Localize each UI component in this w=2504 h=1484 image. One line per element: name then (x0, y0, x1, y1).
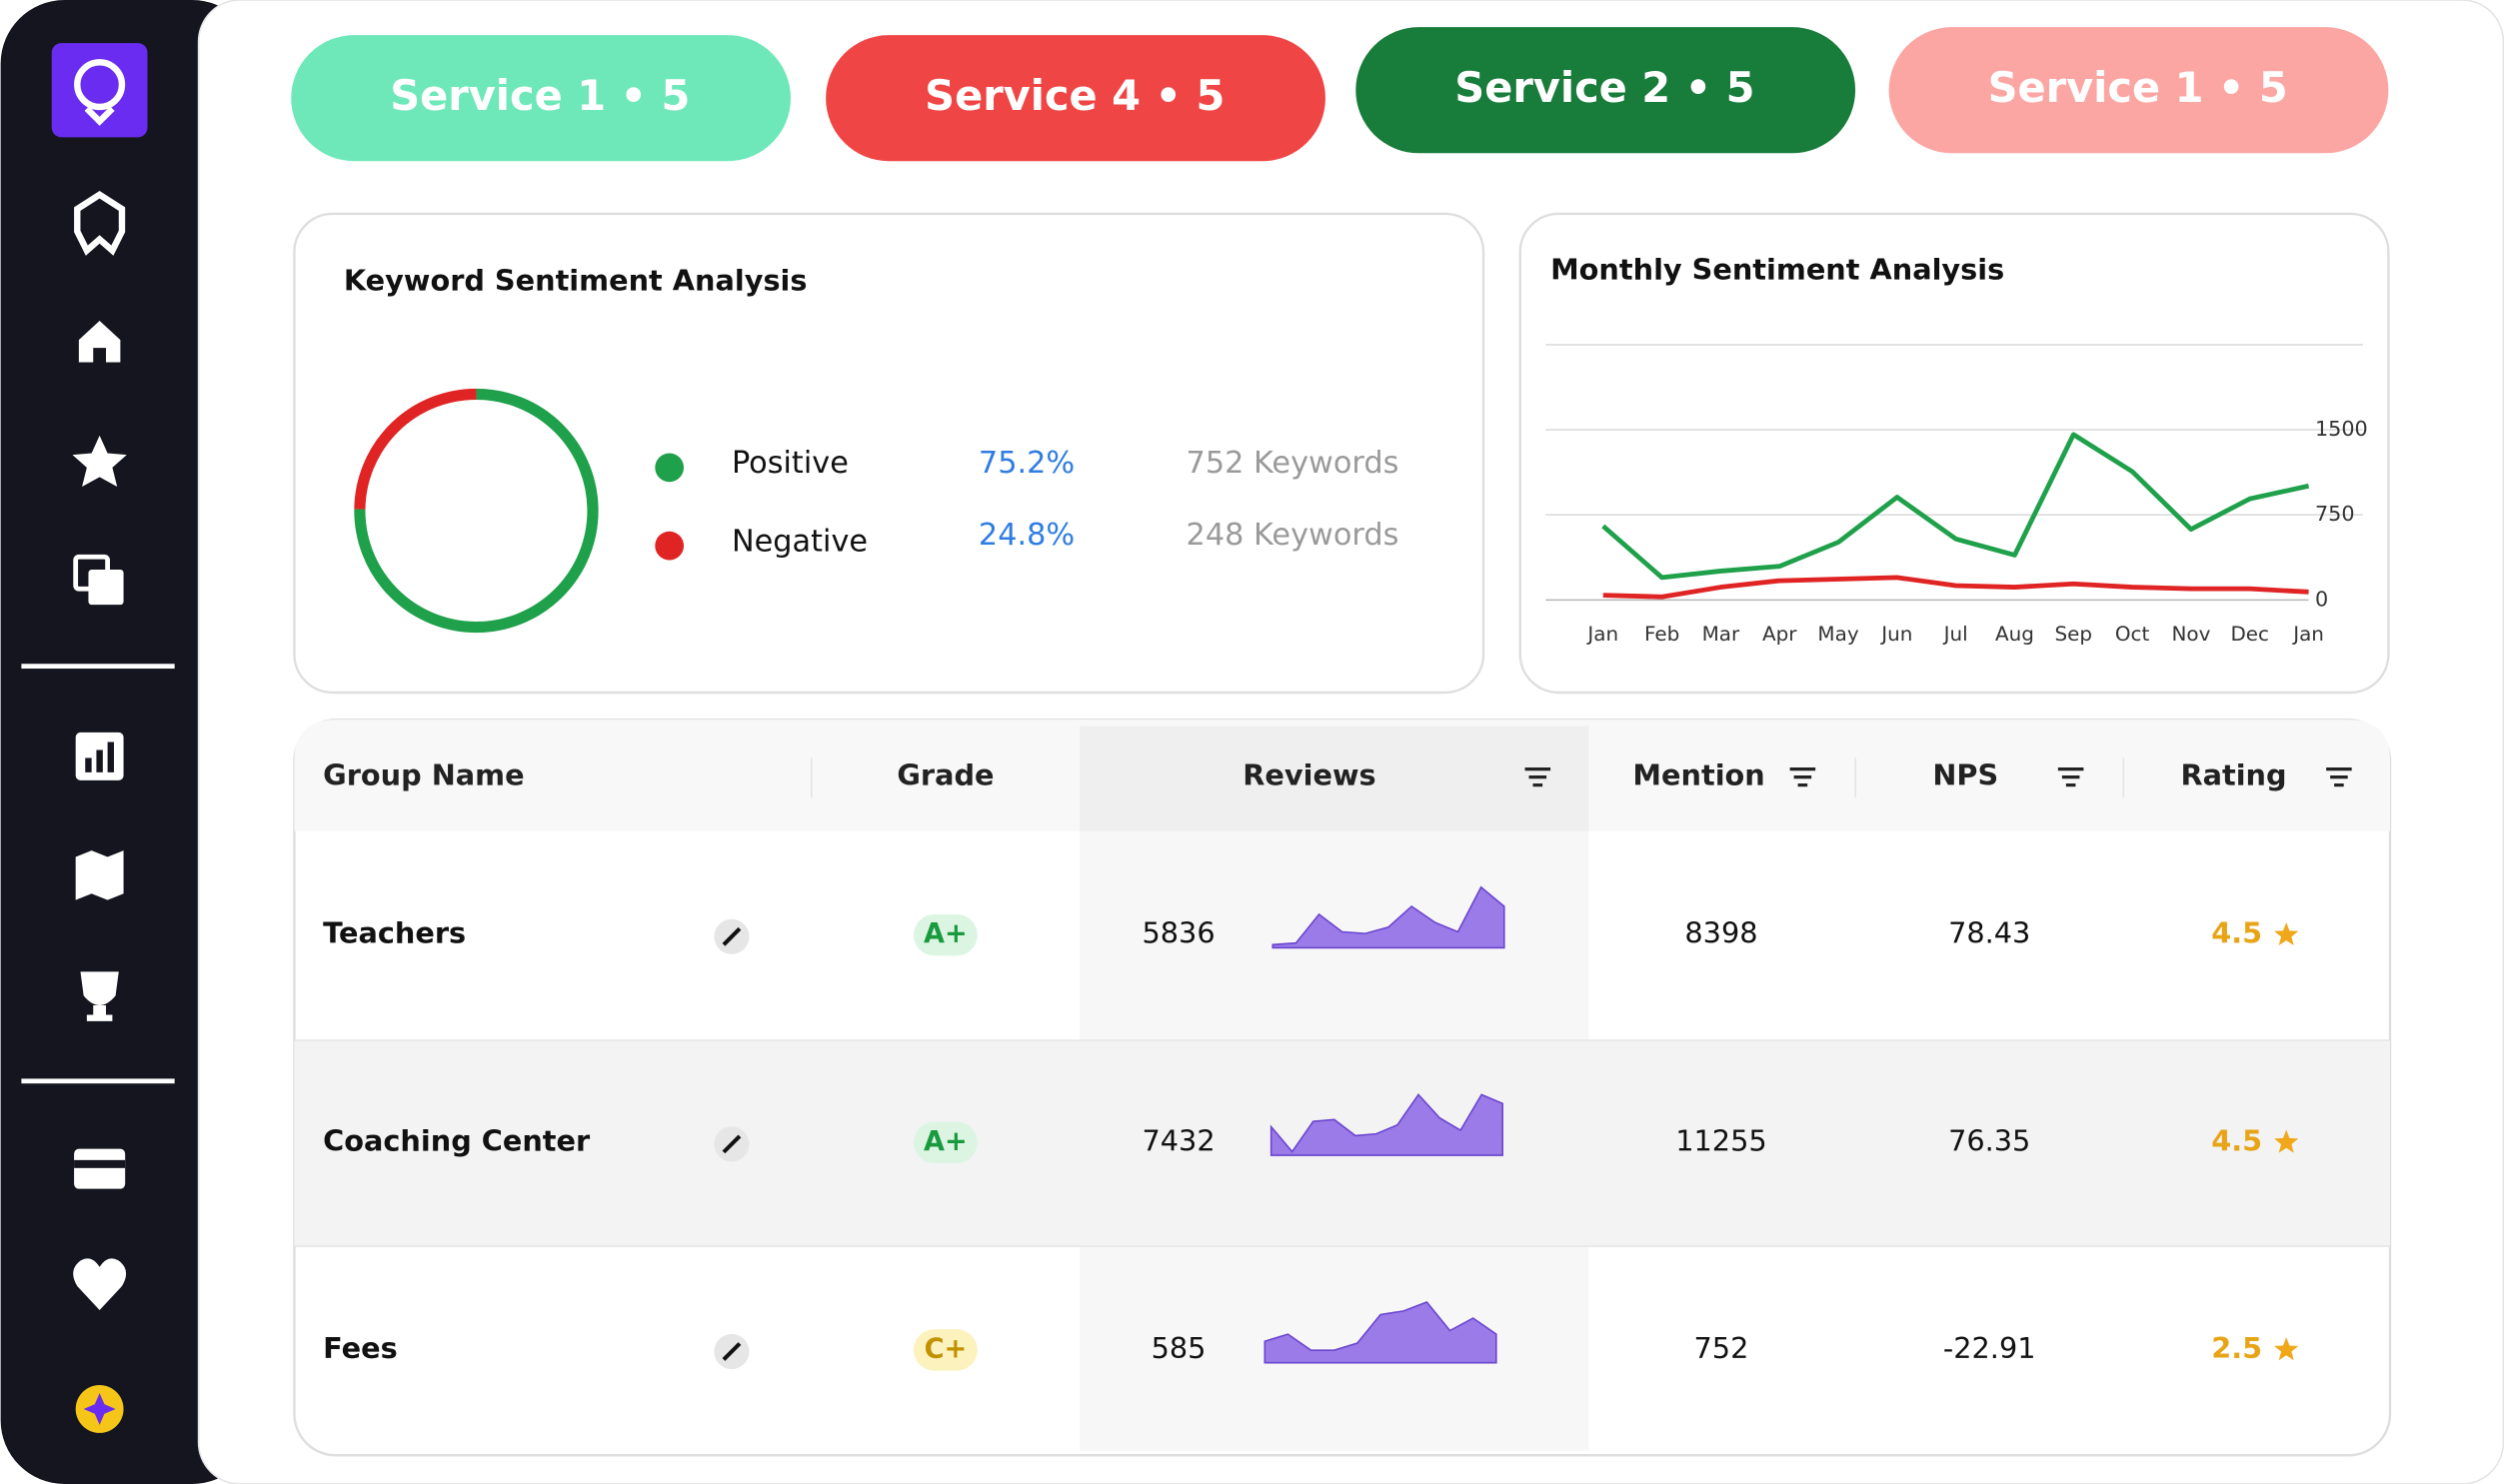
service-button[interactable] (1888, 27, 2389, 154)
grade: C+ (925, 1333, 968, 1364)
x-tick-label: Feb (1644, 622, 1679, 646)
column-header: Grade (897, 758, 994, 792)
reviews: 585 (1152, 1331, 1207, 1365)
mention: 11255 (1675, 1123, 1766, 1157)
service-button[interactable] (826, 35, 1325, 162)
donut-segment (354, 388, 477, 510)
x-tick-label: Sep (2055, 622, 2093, 646)
legend-label: Negative (732, 524, 868, 559)
legend-dot (655, 531, 685, 561)
separator (21, 664, 175, 670)
reviews: 7432 (1142, 1123, 1215, 1157)
legend-percent: 75.2% (979, 446, 1075, 481)
map-icon[interactable] (75, 850, 124, 900)
heart-icon[interactable] (73, 1258, 127, 1310)
sidebar (0, 0, 257, 1484)
rating-star (2274, 1129, 2299, 1153)
series-line (1602, 575, 2309, 600)
column-header: NPS (1932, 758, 1998, 792)
grade: A+ (924, 918, 968, 949)
sparkline-area (1271, 885, 1505, 949)
service-button[interactable] (1355, 27, 1856, 154)
grade-badge (913, 1121, 978, 1164)
star-icon[interactable] (72, 435, 127, 488)
card (293, 212, 1485, 695)
logo-mark (84, 106, 115, 126)
logo-mark (74, 59, 126, 111)
column-header: Group Name (323, 758, 524, 792)
column-header: Reviews (1243, 758, 1375, 792)
card-title: Keyword Sentiment Analysis (344, 264, 808, 298)
x-tick-label: Jun (1879, 622, 1912, 646)
y-tick-label: 0 (2315, 587, 2328, 611)
badge-icon[interactable] (74, 191, 126, 256)
service-button-label: Service 4 • 5 (925, 71, 1225, 120)
x-tick-label: Jul (1942, 622, 1968, 646)
header-dividers (810, 757, 2125, 798)
grade-badge (913, 1329, 978, 1371)
x-tick-label: Nov (2171, 622, 2210, 646)
edit-icon (722, 926, 742, 946)
nps: -22.91 (1943, 1331, 2036, 1365)
grade-badge (913, 913, 978, 956)
mention: 752 (1694, 1331, 1749, 1365)
chart-icon (85, 757, 92, 772)
service-button[interactable] (291, 35, 792, 162)
rating: 4.5 (2211, 916, 2262, 950)
legend-detail: 248 Keywords (1187, 518, 1399, 553)
group-name: Coaching Center (323, 1123, 591, 1157)
rating: 2.5 (2211, 1331, 2262, 1365)
y-tick-label: 750 (2315, 502, 2355, 526)
card-title: Monthly Sentiment Analysis (1550, 252, 2004, 286)
separator (21, 1078, 175, 1084)
chart-icon (107, 742, 114, 772)
sparkline-area (1263, 1301, 1497, 1364)
card-icon[interactable] (74, 1148, 126, 1189)
column-header: Rating (2180, 758, 2286, 792)
chart-icon (96, 749, 103, 772)
group-name: Teachers (323, 916, 466, 950)
sorted-header-bg (1080, 726, 1589, 831)
trophy-icon[interactable] (80, 971, 119, 1021)
legend-dot (655, 453, 685, 483)
donut-segment (354, 388, 599, 634)
reviews: 5836 (1142, 916, 1215, 950)
home-icon[interactable] (78, 320, 121, 363)
series-line (1601, 432, 2310, 581)
nps: 76.35 (1948, 1123, 2030, 1157)
x-tick-label: Apr (1762, 622, 1797, 646)
grade: A+ (924, 1126, 968, 1157)
edit-icon (722, 1134, 742, 1154)
mention: 8398 (1684, 916, 1757, 950)
service-button-label: Service 2 • 5 (1454, 63, 1754, 112)
rating: 4.5 (2211, 1123, 2262, 1157)
x-tick-label: Aug (1995, 622, 2034, 646)
ai-icon (83, 1392, 116, 1425)
rating-star (2274, 921, 2299, 946)
rating-star (2274, 1337, 2299, 1361)
x-tick-label: Oct (2115, 622, 2150, 646)
nps: 78.43 (1948, 916, 2030, 950)
legend-percent: 24.8% (979, 518, 1075, 553)
card (1518, 212, 2390, 695)
legend-detail: 752 Keywords (1187, 446, 1399, 481)
x-tick-label: Jan (1585, 622, 1618, 646)
sidebar-icons (21, 43, 175, 1433)
x-tick-label: May (1817, 622, 1858, 646)
edit-icon (722, 1342, 742, 1361)
group-name: Fees (323, 1331, 398, 1365)
sparkline-area (1269, 1093, 1503, 1156)
x-tick-label: Dec (2230, 622, 2269, 646)
column-header: Mention (1632, 758, 1764, 792)
copy-icon (88, 570, 124, 606)
x-tick-label: Mar (1702, 622, 1740, 646)
card-icon (74, 1159, 126, 1168)
logo[interactable] (51, 43, 148, 138)
service-button-label: Service 1 • 5 (390, 71, 690, 120)
legend-label: Positive (732, 446, 849, 481)
y-tick-label: 1500 (2315, 417, 2368, 441)
service-button-label: Service 1 • 5 (1988, 63, 2288, 112)
x-tick-label: Jan (2291, 622, 2324, 646)
